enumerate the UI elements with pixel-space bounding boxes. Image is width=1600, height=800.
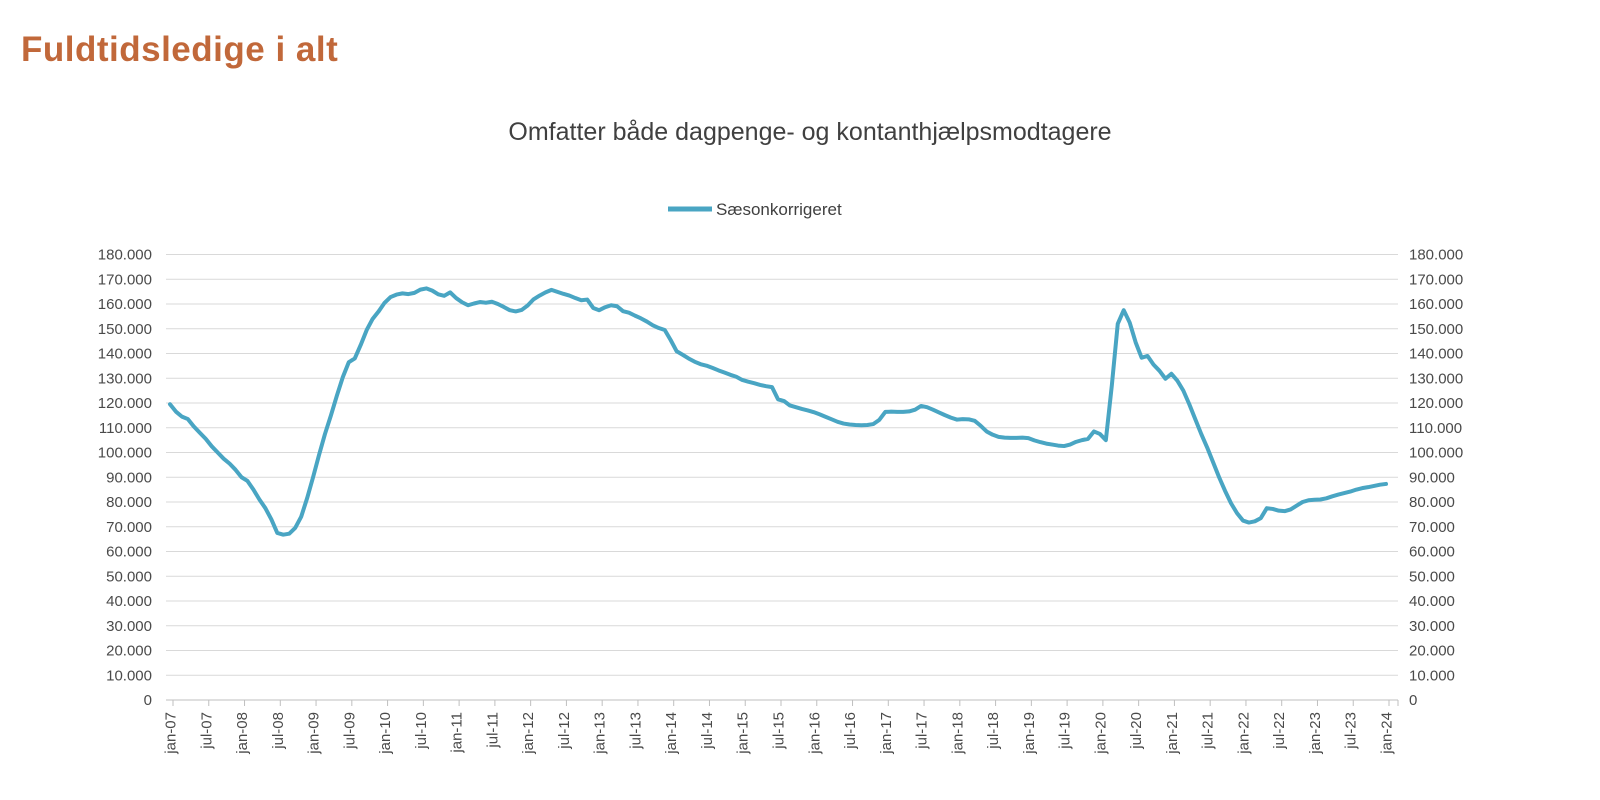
y-axis-tick-label: 10.000 (106, 667, 152, 684)
legend: Sæsonkorrigeret (668, 200, 842, 219)
x-axis-tick-label: jan-21 (1164, 712, 1181, 755)
x-axis-tick-label: jul-23 (1343, 712, 1360, 750)
page-heading: Fuldtidsledige i alt (21, 30, 339, 69)
y-axis-tick-label: 160.000 (1409, 296, 1463, 313)
horizontal-gridlines (166, 254, 1398, 676)
y-axis-tick-label: 60.000 (1409, 544, 1455, 561)
x-axis-tick-label: jan-07 (163, 712, 180, 755)
y-axis-tick-label: 180.000 (98, 247, 152, 264)
y-axis-tick-label: 40.000 (106, 593, 152, 610)
y-axis-tick-label: 40.000 (1409, 593, 1455, 610)
x-axis-tick-label: jul-12 (556, 712, 573, 750)
x-axis-tick-label: jan-23 (1307, 712, 1324, 755)
y-axis-tick-label: 0 (1409, 692, 1417, 709)
x-axis-tick-label: jul-15 (771, 712, 788, 750)
y-axis-tick-label: 180.000 (1409, 247, 1463, 264)
y-axis-tick-label: 60.000 (106, 544, 152, 561)
x-axis-tick-label: jul-16 (842, 712, 859, 750)
y-axis-labels-left: 0 10.000 20.000 30.000 40.000 50.000 60.000 70.… (98, 247, 152, 710)
chart-title: Omfatter både dagpenge- og kontanthjælps… (508, 118, 1111, 146)
x-axis-tick-label: jul-07 (198, 712, 215, 750)
x-axis-tick-label: jul-13 (627, 712, 644, 750)
x-axis-tick-label: jul-21 (1200, 712, 1217, 750)
y-axis-tick-label: 110.000 (99, 420, 152, 437)
y-axis-tick-label: 70.000 (106, 519, 152, 536)
y-axis-tick-label: 100.000 (98, 445, 152, 462)
x-axis-tick-label: jul-09 (341, 712, 358, 750)
x-axis-tick-label: jan-24 (1379, 712, 1396, 755)
y-axis-tick-label: 20.000 (1409, 643, 1455, 660)
x-axis-tick-label: jan-15 (735, 712, 752, 755)
y-axis-tick-label: 0 (144, 692, 152, 709)
y-axis-tick-label: 140.000 (1409, 346, 1463, 363)
x-axis-tick-label: jan-18 (949, 712, 966, 755)
y-axis-tick-label: 90.000 (106, 469, 152, 486)
x-axis-tick-label: jul-10 (413, 712, 430, 750)
x-axis-tick-label: jan-11 (449, 712, 466, 754)
y-axis-tick-label: 10.000 (1409, 667, 1455, 684)
x-axis-tick-label: jan-20 (1092, 712, 1109, 755)
y-axis-tick-label: 160.000 (98, 296, 152, 313)
x-axis-tick-label: jan-19 (1021, 712, 1038, 755)
y-axis-tick-label: 110.000 (1409, 420, 1462, 437)
x-axis-tick-label: jul-22 (1271, 712, 1288, 750)
x-axis-tick-label: jan-08 (234, 712, 251, 755)
y-axis-tick-label: 130.000 (98, 370, 152, 387)
y-axis-tick-label: 90.000 (1409, 469, 1455, 486)
x-axis-tick-label: jul-08 (270, 712, 287, 750)
y-axis-tick-label: 120.000 (1409, 395, 1463, 412)
series-line-saesonkorrigeret (168, 286, 1388, 537)
y-axis-tick-label: 170.000 (98, 271, 152, 288)
y-axis-tick-label: 170.000 (1409, 271, 1463, 288)
y-axis-tick-label: 100.000 (1409, 445, 1463, 462)
x-axis-tick-label: jan-22 (1235, 712, 1252, 755)
x-axis-tick-label: jul-18 (985, 712, 1002, 750)
y-axis-tick-label: 130.000 (1409, 370, 1463, 387)
y-axis-tick-label: 50.000 (1409, 568, 1455, 585)
y-axis-tick-label: 150.000 (1409, 321, 1463, 338)
x-axis-tick-label: jan-14 (663, 712, 680, 755)
y-axis-tick-label: 80.000 (106, 494, 152, 511)
x-axis-tick-label: jul-19 (1057, 712, 1074, 750)
y-axis-tick-label: 150.000 (98, 321, 152, 338)
legend-label: Sæsonkorrigeret (716, 200, 842, 219)
y-axis-tick-label: 70.000 (1409, 519, 1455, 536)
x-axis-labels: jan-07 jul-07 jan-08 jul-08 jan-09 jul-09 jan-… (163, 712, 1396, 755)
x-axis-tick-label: jan-10 (377, 712, 394, 755)
x-axis-tick-label: jan-12 (520, 712, 537, 755)
x-axis-tick-label: jul-14 (699, 712, 716, 750)
y-axis-labels-right: 0 10.000 20.000 30.000 40.000 50.000 60.000 70.… (1409, 247, 1463, 710)
y-axis-tick-label: 30.000 (1409, 618, 1455, 635)
y-axis-tick-label: 50.000 (106, 568, 152, 585)
x-axis-tick-label: jul-20 (1128, 712, 1145, 750)
x-axis-tick-label: jan-17 (878, 712, 895, 755)
y-axis-tick-label: 80.000 (1409, 494, 1455, 511)
y-axis-tick-label: 20.000 (106, 643, 152, 660)
y-axis-tick-label: 30.000 (106, 618, 152, 635)
x-axis-tick-label: jan-13 (592, 712, 609, 755)
y-axis-tick-label: 120.000 (98, 395, 152, 412)
x-axis-tick-label: jan-09 (306, 712, 323, 755)
x-axis-tick-label: jul-11 (484, 712, 501, 749)
y-axis-tick-label: 140.000 (98, 346, 152, 363)
x-axis-tick-label: jan-16 (806, 712, 823, 755)
x-axis-tick-label: jul-17 (914, 712, 931, 750)
x-axis-line-and-ticks (166, 699, 1399, 706)
